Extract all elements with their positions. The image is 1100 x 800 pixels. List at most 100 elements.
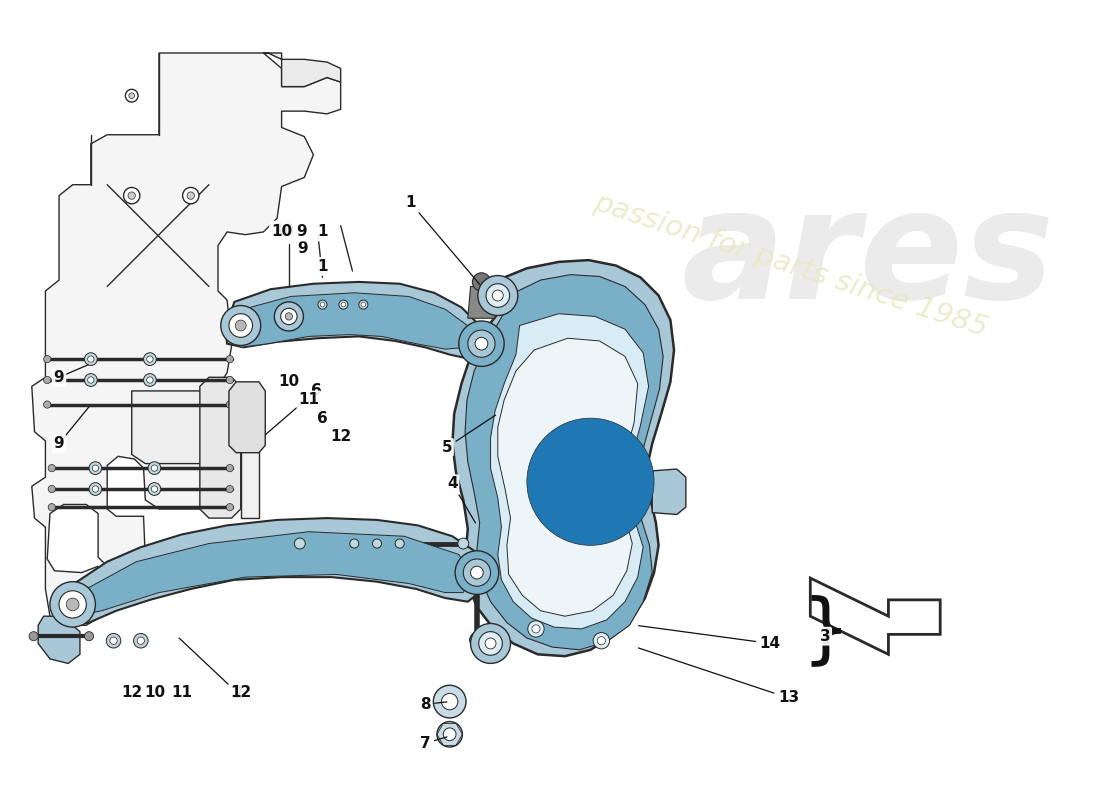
- Circle shape: [138, 637, 144, 644]
- Circle shape: [458, 538, 469, 549]
- Circle shape: [477, 275, 518, 315]
- Circle shape: [527, 418, 654, 546]
- Circle shape: [227, 401, 233, 408]
- Circle shape: [221, 306, 261, 346]
- Circle shape: [295, 538, 305, 549]
- Circle shape: [532, 625, 540, 633]
- Polygon shape: [811, 578, 940, 654]
- Polygon shape: [55, 518, 486, 627]
- Circle shape: [152, 465, 157, 471]
- Polygon shape: [468, 286, 495, 318]
- Circle shape: [471, 623, 510, 663]
- Text: 14: 14: [639, 626, 781, 651]
- Text: 10: 10: [278, 374, 299, 390]
- Circle shape: [274, 302, 304, 331]
- Circle shape: [227, 503, 233, 511]
- Circle shape: [373, 539, 382, 548]
- Circle shape: [128, 192, 135, 199]
- Text: 5: 5: [441, 415, 495, 454]
- Text: ares: ares: [681, 182, 1054, 331]
- Text: 8: 8: [420, 697, 447, 712]
- Circle shape: [227, 486, 233, 493]
- Text: 10: 10: [144, 685, 165, 700]
- Circle shape: [455, 550, 498, 594]
- Circle shape: [280, 308, 297, 325]
- Circle shape: [433, 686, 466, 718]
- Circle shape: [89, 462, 101, 474]
- Circle shape: [227, 376, 233, 384]
- Circle shape: [66, 598, 79, 610]
- Circle shape: [85, 353, 97, 366]
- Circle shape: [107, 634, 121, 648]
- Circle shape: [463, 559, 491, 586]
- Text: passion for parts since 1985: passion for parts since 1985: [591, 188, 992, 342]
- Circle shape: [486, 284, 509, 307]
- Text: 9: 9: [297, 241, 308, 256]
- Circle shape: [92, 486, 99, 492]
- Circle shape: [561, 453, 619, 511]
- Circle shape: [235, 320, 246, 331]
- Circle shape: [493, 290, 504, 301]
- Text: 11: 11: [172, 685, 192, 700]
- Circle shape: [535, 426, 647, 538]
- Circle shape: [361, 302, 365, 307]
- Circle shape: [318, 300, 327, 309]
- Circle shape: [470, 633, 484, 647]
- Text: 4: 4: [447, 476, 475, 523]
- Circle shape: [44, 376, 51, 384]
- Circle shape: [152, 486, 157, 492]
- Circle shape: [187, 192, 195, 199]
- Circle shape: [59, 590, 86, 618]
- Polygon shape: [652, 469, 685, 514]
- Text: 9: 9: [54, 436, 65, 451]
- Circle shape: [146, 377, 153, 383]
- Circle shape: [472, 273, 491, 291]
- Text: 11: 11: [298, 393, 319, 407]
- Circle shape: [478, 632, 503, 655]
- Circle shape: [50, 582, 96, 627]
- Circle shape: [143, 374, 156, 386]
- Circle shape: [48, 503, 55, 511]
- Circle shape: [593, 633, 609, 649]
- Circle shape: [125, 90, 139, 102]
- Circle shape: [350, 539, 359, 548]
- Polygon shape: [465, 274, 663, 650]
- Polygon shape: [263, 53, 341, 86]
- Circle shape: [227, 465, 233, 472]
- Text: 6: 6: [317, 410, 328, 426]
- Circle shape: [148, 482, 161, 495]
- Circle shape: [143, 353, 156, 366]
- Circle shape: [441, 694, 458, 710]
- Text: 10: 10: [271, 225, 293, 239]
- Circle shape: [285, 313, 293, 320]
- Text: 13: 13: [638, 648, 799, 706]
- Text: 1: 1: [406, 195, 480, 284]
- Circle shape: [229, 314, 253, 338]
- Text: 12: 12: [121, 685, 142, 700]
- Circle shape: [92, 465, 99, 471]
- Text: 2: 2: [179, 638, 243, 701]
- Polygon shape: [65, 532, 472, 616]
- Text: 12: 12: [230, 685, 252, 700]
- Text: 9: 9: [296, 225, 307, 239]
- Circle shape: [443, 728, 456, 741]
- Polygon shape: [229, 382, 265, 453]
- Circle shape: [459, 321, 504, 366]
- Circle shape: [29, 632, 38, 641]
- Circle shape: [44, 401, 51, 408]
- Circle shape: [359, 300, 367, 309]
- Circle shape: [183, 187, 199, 204]
- Circle shape: [129, 93, 134, 98]
- Circle shape: [227, 355, 233, 362]
- Polygon shape: [232, 293, 472, 349]
- Polygon shape: [39, 616, 80, 663]
- Text: 1: 1: [317, 225, 328, 239]
- Circle shape: [471, 566, 483, 579]
- Polygon shape: [498, 338, 638, 616]
- Circle shape: [133, 634, 148, 648]
- Circle shape: [44, 355, 51, 362]
- Circle shape: [528, 621, 544, 637]
- Circle shape: [85, 632, 94, 641]
- Text: 12: 12: [330, 429, 351, 444]
- Circle shape: [146, 356, 153, 362]
